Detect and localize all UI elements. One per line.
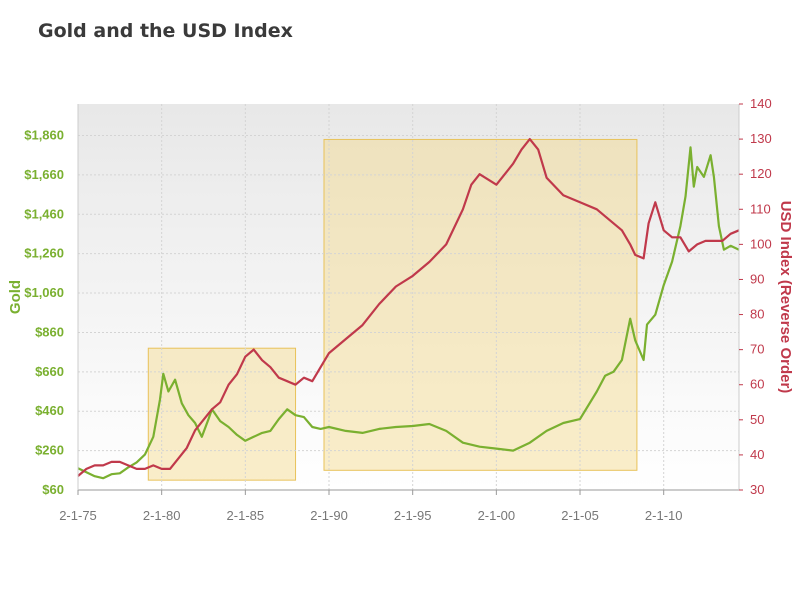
left-tick-label: $60 xyxy=(42,482,64,497)
right-tick-label: 80 xyxy=(750,307,764,322)
left-tick-label: $1,460 xyxy=(24,206,64,221)
left-tick-label: $1,660 xyxy=(24,167,64,182)
x-axis-ticks: 2-1-75 2-1-80 2-1-85 2-1-90 2-1-95 2-1-00 2-1-… xyxy=(59,490,682,523)
left-tick-label: $1,260 xyxy=(24,246,64,261)
x-tick-label: 2-1-00 xyxy=(478,508,516,523)
left-tick-label: $660 xyxy=(35,364,64,379)
gold-series-line xyxy=(77,146,740,480)
right-tick-label: 60 xyxy=(750,377,764,392)
right-tick-label: 50 xyxy=(750,412,764,427)
right-tick-label: 40 xyxy=(750,447,764,462)
right-tick-label: 30 xyxy=(750,482,764,497)
x-tick-label: 2-1-05 xyxy=(561,508,599,523)
right-axis-ticks: 30 40 50 60 70 80 90 100 110 120 130 140 xyxy=(739,96,772,497)
right-tick-label: 130 xyxy=(750,131,772,146)
left-tick-label: $460 xyxy=(35,403,64,418)
right-tick-label: 100 xyxy=(750,236,772,251)
left-tick-label: $1,860 xyxy=(24,128,64,143)
right-tick-label: 70 xyxy=(750,342,764,357)
right-axis-label: USD Index (Reverse Order) xyxy=(777,201,794,394)
x-tick-label: 2-1-85 xyxy=(227,508,265,523)
axes xyxy=(77,104,740,491)
left-tick-label: $860 xyxy=(35,324,64,339)
x-tick-label: 2-1-10 xyxy=(645,508,683,523)
right-tick-label: 120 xyxy=(750,166,772,181)
x-tick-label: 2-1-80 xyxy=(143,508,181,523)
chart-title: Gold and the USD Index xyxy=(38,20,293,42)
x-tick-label: 2-1-75 xyxy=(59,508,97,523)
left-tick-label: $1,060 xyxy=(24,285,64,300)
left-tick-label: $260 xyxy=(35,443,64,458)
right-tick-label: 140 xyxy=(750,96,772,111)
highlight-box xyxy=(323,138,638,471)
highlight-periods xyxy=(147,138,638,481)
highlight-box xyxy=(147,347,297,481)
usd-index-series-line xyxy=(77,138,740,477)
right-tick-label: 110 xyxy=(750,201,771,216)
x-tick-label: 2-1-95 xyxy=(394,508,432,523)
right-tick-label: 90 xyxy=(750,271,764,286)
left-axis-ticks: $60 $260 $460 $660 $860 $1,060 $1,260 $1,460 $1,… xyxy=(24,128,64,497)
left-axis-label: Gold xyxy=(7,280,24,314)
x-tick-label: 2-1-90 xyxy=(310,508,348,523)
series-layer xyxy=(77,138,740,480)
